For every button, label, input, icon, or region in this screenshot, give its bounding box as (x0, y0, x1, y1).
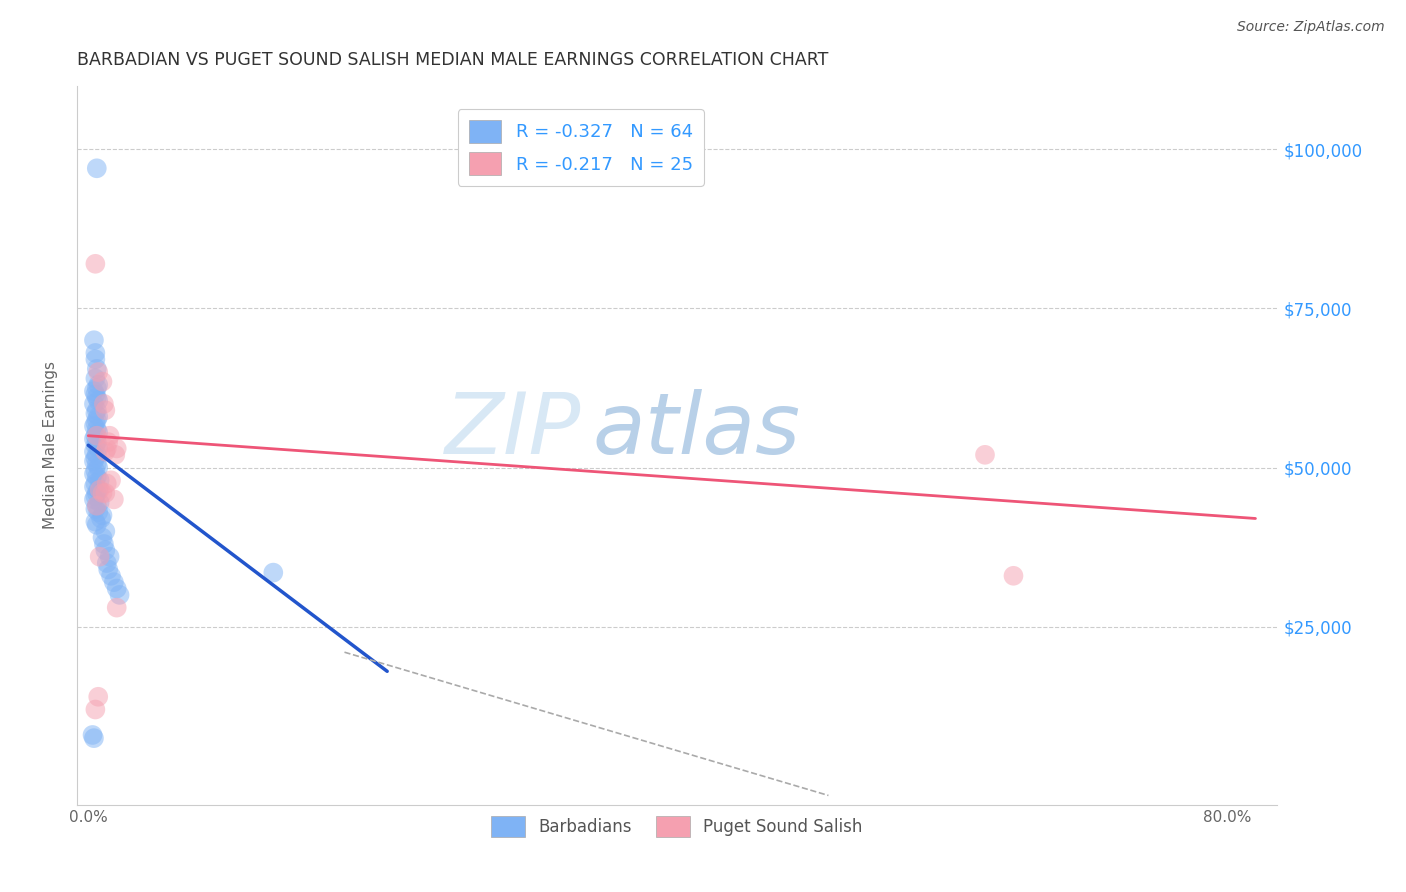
Point (83, 454, 105, 468)
Point (87, 393, 110, 408)
Point (97, 435, 120, 450)
Point (86, 458, 108, 472)
Text: Source: ZipAtlas.com: Source: ZipAtlas.com (1237, 20, 1385, 34)
Point (100, 569, 122, 583)
Point (91, 508, 114, 523)
Point (86, 422, 108, 436)
Point (82, 728, 104, 742)
Point (83, 419, 105, 434)
Point (83, 432, 105, 446)
Point (89, 483, 111, 497)
Point (262, 566, 284, 580)
Point (86, 499, 108, 513)
Point (84, 464, 107, 478)
Point (84, 702, 107, 716)
Point (94, 524, 117, 539)
Point (94, 444, 117, 458)
Point (83, 492, 105, 507)
Point (86, 403, 108, 417)
Y-axis label: Median Male Earnings: Median Male Earnings (44, 361, 58, 529)
Point (84, 257, 107, 271)
Point (89, 473, 111, 487)
Point (84, 450, 107, 465)
Point (86, 486, 108, 500)
Point (86, 381, 108, 395)
Point (94, 486, 117, 500)
Point (83, 467, 105, 481)
Point (84, 352, 107, 367)
Point (91, 531, 114, 545)
Point (83, 397, 105, 411)
Point (86, 435, 108, 450)
Point (94, 403, 117, 417)
Point (84, 476, 107, 491)
Point (96, 442, 118, 456)
Point (974, 448, 997, 462)
Point (87, 377, 110, 392)
Point (98, 549, 121, 564)
Point (93, 397, 115, 411)
Point (87, 365, 110, 379)
Point (100, 473, 122, 487)
Point (105, 582, 128, 596)
Point (105, 442, 128, 456)
Point (86, 499, 108, 513)
Point (98, 428, 121, 442)
Point (84, 371, 107, 385)
Point (83, 333, 105, 347)
Point (87, 505, 110, 519)
Point (91, 486, 114, 500)
Point (94, 543, 117, 558)
Point (87, 442, 110, 456)
Point (84, 489, 107, 503)
Point (84, 387, 107, 401)
Point (86, 391, 108, 405)
Point (103, 575, 125, 590)
Point (83, 480, 105, 494)
Point (84, 406, 107, 420)
Point (84, 438, 107, 452)
Point (108, 588, 131, 602)
Point (87, 460, 110, 475)
Point (105, 600, 128, 615)
Point (84, 515, 107, 529)
Point (89, 495, 111, 509)
Point (93, 537, 115, 551)
Point (104, 448, 127, 462)
Point (86, 161, 108, 176)
Point (91, 375, 114, 389)
Point (83, 384, 105, 398)
Point (86, 413, 108, 427)
Text: BARBADIAN VS PUGET SOUND SALISH MEDIAN MALE EARNINGS CORRELATION CHART: BARBADIAN VS PUGET SOUND SALISH MEDIAN M… (77, 51, 828, 69)
Point (84, 428, 107, 442)
Point (83, 444, 105, 458)
Point (86, 470, 108, 484)
Point (87, 690, 110, 704)
Point (1002, 569, 1025, 583)
Point (87, 409, 110, 424)
Point (97, 562, 120, 576)
Point (96, 476, 118, 491)
Point (84, 416, 107, 430)
Point (96, 556, 118, 570)
Legend: Barbadians, Puget Sound Salish: Barbadians, Puget Sound Salish (485, 810, 869, 844)
Text: ZIP: ZIP (444, 390, 581, 473)
Point (86, 428, 108, 442)
Point (83, 731, 105, 746)
Point (90, 511, 112, 525)
Point (86, 517, 108, 532)
Point (87, 483, 110, 497)
Point (87, 425, 110, 440)
Point (103, 492, 125, 507)
Text: atlas: atlas (593, 390, 801, 473)
Point (84, 502, 107, 516)
Point (89, 549, 111, 564)
Point (84, 346, 107, 360)
Point (86, 362, 108, 376)
Point (86, 448, 108, 462)
